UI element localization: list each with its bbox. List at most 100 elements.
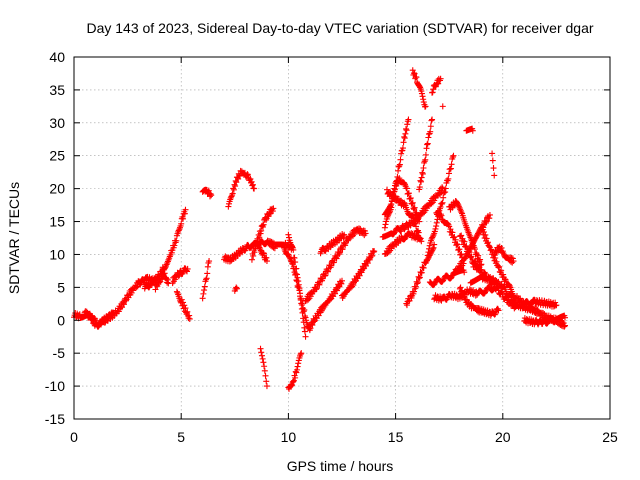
data-point bbox=[255, 242, 262, 249]
data-point bbox=[481, 269, 488, 276]
data-point bbox=[344, 237, 351, 244]
data-point bbox=[486, 215, 493, 222]
data-point bbox=[475, 252, 482, 259]
data-point bbox=[294, 363, 301, 370]
data-point bbox=[437, 190, 444, 197]
data-point bbox=[184, 308, 191, 315]
y-tick-label: 15 bbox=[49, 214, 65, 230]
data-point bbox=[418, 174, 425, 181]
y-tick-label: 30 bbox=[49, 115, 65, 131]
data-point bbox=[305, 296, 312, 303]
data-point bbox=[515, 296, 522, 303]
data-point bbox=[120, 300, 127, 307]
data-point bbox=[489, 157, 496, 164]
data-point bbox=[289, 243, 296, 250]
data-point bbox=[418, 238, 425, 245]
data-point bbox=[233, 284, 240, 291]
data-point bbox=[482, 219, 489, 226]
data-point bbox=[450, 152, 457, 159]
data-point bbox=[255, 243, 262, 250]
data-point bbox=[341, 240, 348, 247]
data-point bbox=[428, 235, 435, 242]
data-point bbox=[477, 266, 484, 273]
data-point bbox=[437, 75, 444, 82]
data-point bbox=[402, 130, 409, 137]
data-point bbox=[235, 175, 242, 182]
y-tick-label: 5 bbox=[57, 279, 65, 295]
data-point bbox=[263, 378, 270, 385]
y-tick-label: -10 bbox=[45, 378, 65, 394]
data-point bbox=[315, 312, 322, 319]
data-point bbox=[510, 258, 517, 265]
data-point bbox=[362, 230, 369, 237]
x-tick-label: 20 bbox=[495, 429, 511, 445]
data-point bbox=[407, 195, 414, 202]
data-point bbox=[500, 271, 507, 278]
data-point bbox=[270, 244, 277, 251]
data-point bbox=[399, 145, 406, 152]
data-point bbox=[333, 255, 340, 262]
data-point bbox=[460, 290, 467, 297]
data-point bbox=[295, 281, 302, 288]
data-point bbox=[423, 257, 430, 264]
data-point bbox=[162, 264, 169, 271]
data-point bbox=[424, 141, 431, 148]
data-point bbox=[263, 258, 270, 265]
data-point bbox=[397, 156, 404, 163]
data-point bbox=[433, 223, 440, 230]
data-point bbox=[311, 318, 318, 325]
data-point bbox=[445, 175, 452, 182]
data-point bbox=[180, 299, 187, 306]
data-point bbox=[439, 199, 446, 206]
data-point bbox=[185, 315, 192, 322]
data-point bbox=[168, 249, 175, 256]
data-point bbox=[330, 259, 337, 266]
data-point bbox=[439, 184, 446, 191]
data-point bbox=[203, 275, 210, 282]
data-point bbox=[469, 127, 476, 134]
data-point bbox=[298, 350, 305, 357]
data-point bbox=[425, 249, 432, 256]
data-point bbox=[412, 283, 419, 290]
y-tick-label: -15 bbox=[45, 411, 65, 427]
data-point bbox=[416, 218, 423, 225]
data-point bbox=[136, 280, 143, 287]
data-point bbox=[448, 273, 455, 280]
data-point bbox=[184, 265, 191, 272]
data-point bbox=[336, 251, 343, 258]
data-point bbox=[309, 322, 316, 329]
data-point bbox=[415, 229, 422, 236]
data-point bbox=[411, 70, 418, 77]
data-point bbox=[426, 245, 433, 252]
data-point bbox=[473, 262, 480, 269]
data-point bbox=[180, 215, 187, 222]
data-point bbox=[402, 235, 409, 242]
data-point bbox=[122, 297, 129, 304]
data-point bbox=[435, 80, 442, 87]
data-point bbox=[444, 220, 451, 227]
data-point bbox=[559, 318, 566, 325]
x-tick-label: 0 bbox=[70, 429, 78, 445]
x-tick-labels: 0 5 10 15 20 25 bbox=[70, 429, 618, 445]
data-point bbox=[483, 235, 490, 242]
data-point bbox=[423, 145, 430, 152]
data-point bbox=[461, 269, 468, 276]
data-point bbox=[412, 220, 419, 227]
data-point bbox=[507, 291, 514, 298]
data-point bbox=[109, 310, 116, 317]
data-point bbox=[292, 259, 299, 266]
data-point bbox=[403, 302, 410, 309]
data-point bbox=[429, 234, 436, 241]
data-point bbox=[431, 241, 438, 248]
data-point bbox=[257, 230, 264, 237]
data-point bbox=[260, 250, 267, 257]
data-point bbox=[292, 374, 299, 381]
data-point bbox=[460, 260, 467, 267]
data-point bbox=[447, 165, 454, 172]
data-point bbox=[181, 302, 188, 309]
data-point bbox=[464, 289, 471, 296]
data-point bbox=[201, 287, 208, 294]
data-point bbox=[101, 316, 108, 323]
data-point bbox=[259, 355, 266, 362]
data-point bbox=[396, 161, 403, 168]
